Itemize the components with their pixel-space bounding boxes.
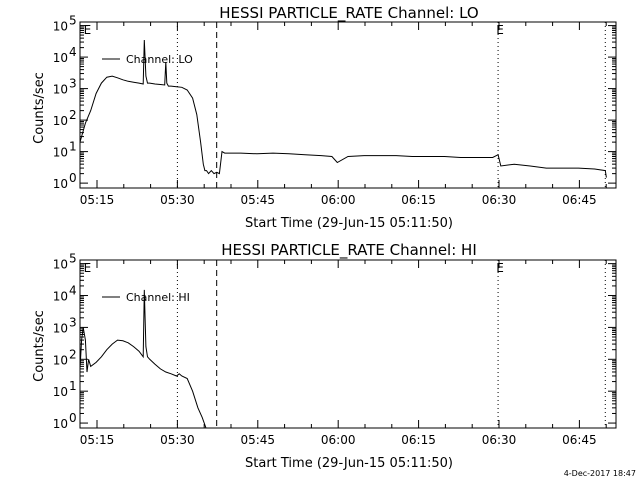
- x-tick-label: 06:45: [562, 433, 597, 447]
- event-marker: E: [496, 23, 504, 37]
- series-line: [80, 289, 207, 428]
- y-tick-exponent: 2: [69, 347, 77, 361]
- y-axis-title: Counts/sec: [32, 310, 47, 382]
- x-tick-label: 06:15: [401, 193, 436, 207]
- x-tick-label: 05:15: [80, 193, 115, 207]
- chart-title: HESSI PARTICLE_RATE Channel: LO: [219, 4, 478, 23]
- y-tick-exponent: 4: [69, 284, 77, 298]
- y-tick-exponent: 5: [69, 14, 77, 28]
- plot-frame: [79, 21, 617, 189]
- x-tick-label: 05:45: [240, 433, 275, 447]
- legend-label: Channel: LO: [126, 53, 193, 66]
- x-tick-label: 06:00: [321, 193, 356, 207]
- plot-frame: [79, 259, 617, 429]
- y-tick-label: 10: [53, 51, 68, 65]
- panel-hi: HESSI PARTICLE_RATE Channel: HI Start Ti…: [32, 241, 617, 471]
- x-tick-label: 06:15: [401, 433, 436, 447]
- y-axis-title: Counts/sec: [32, 72, 47, 144]
- y-tick-label: 10: [53, 321, 68, 335]
- panel-lo: HESSI PARTICLE_RATE Channel: LO Start Ti…: [32, 4, 617, 231]
- x-axis-title: Start Time (29-Jun-15 05:11:50): [245, 216, 453, 231]
- x-tick-label: 06:45: [562, 193, 597, 207]
- y-tick-exponent: 3: [69, 77, 77, 91]
- event-marker: E: [84, 23, 92, 37]
- y-tick-label: 10: [53, 146, 68, 160]
- y-tick-label: 10: [53, 83, 68, 97]
- x-tick-label: 05:15: [80, 433, 115, 447]
- y-tick-exponent: 1: [69, 140, 77, 154]
- chart-title: HESSI PARTICLE_RATE Channel: HI: [221, 241, 477, 260]
- y-tick-exponent: 0: [69, 171, 77, 185]
- x-tick-label: 05:30: [160, 433, 195, 447]
- event-marker: E: [84, 261, 92, 275]
- series-line: [80, 39, 607, 178]
- y-tick-label: 10: [53, 258, 68, 272]
- event-marker: E: [496, 261, 504, 275]
- y-tick-label: 10: [53, 385, 68, 399]
- x-tick-label: 05:30: [160, 193, 195, 207]
- x-tick-label: 05:45: [240, 193, 275, 207]
- x-tick-label: 06:30: [482, 193, 517, 207]
- y-tick-label: 10: [53, 114, 68, 128]
- y-tick-exponent: 5: [69, 252, 77, 266]
- y-tick-exponent: 0: [69, 411, 77, 425]
- y-tick-label: 10: [53, 353, 68, 367]
- y-tick-label: 10: [53, 290, 68, 304]
- y-tick-exponent: 1: [69, 379, 77, 393]
- y-tick-exponent: 3: [69, 315, 77, 329]
- y-tick-exponent: 2: [69, 108, 77, 122]
- y-tick-exponent: 4: [69, 45, 77, 59]
- y-tick-label: 10: [53, 417, 68, 431]
- y-tick-label: 10: [53, 177, 68, 191]
- legend-label: Channel: HI: [126, 291, 190, 304]
- date-stamp: 4-Dec-2017 18:47: [564, 469, 636, 478]
- x-axis-title: Start Time (29-Jun-15 05:11:50): [245, 456, 453, 471]
- x-tick-label: 06:00: [321, 433, 356, 447]
- y-tick-label: 10: [53, 20, 68, 34]
- x-tick-label: 06:30: [482, 433, 517, 447]
